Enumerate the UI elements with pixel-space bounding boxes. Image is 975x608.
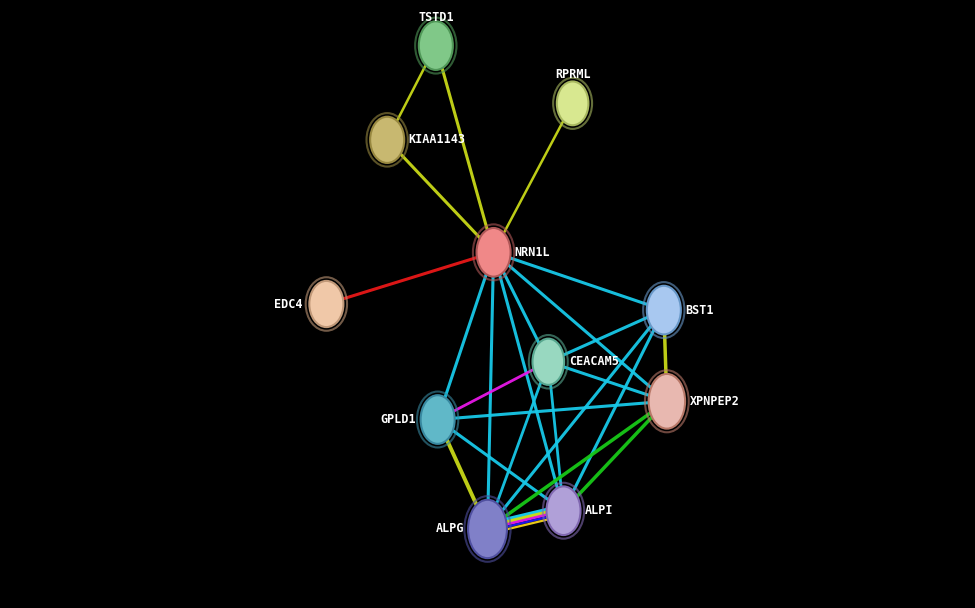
Text: ALPG: ALPG — [436, 522, 464, 536]
Text: RPRML: RPRML — [555, 67, 591, 81]
Ellipse shape — [309, 281, 343, 327]
Text: NRN1L: NRN1L — [515, 246, 551, 259]
Ellipse shape — [419, 21, 452, 70]
Text: CEACAM5: CEACAM5 — [569, 355, 619, 368]
Ellipse shape — [477, 228, 511, 277]
Text: BST1: BST1 — [685, 303, 715, 317]
Ellipse shape — [370, 117, 405, 163]
Text: ALPI: ALPI — [585, 504, 613, 517]
Text: XPNPEP2: XPNPEP2 — [689, 395, 739, 408]
Ellipse shape — [557, 81, 589, 125]
Ellipse shape — [646, 286, 681, 334]
Text: KIAA1143: KIAA1143 — [409, 133, 465, 147]
Ellipse shape — [420, 395, 454, 444]
Ellipse shape — [468, 500, 507, 558]
Ellipse shape — [546, 486, 580, 535]
Text: TSTD1: TSTD1 — [418, 10, 453, 24]
Text: GPLD1: GPLD1 — [380, 413, 415, 426]
Ellipse shape — [648, 374, 685, 429]
Text: EDC4: EDC4 — [274, 297, 302, 311]
Ellipse shape — [532, 339, 565, 385]
